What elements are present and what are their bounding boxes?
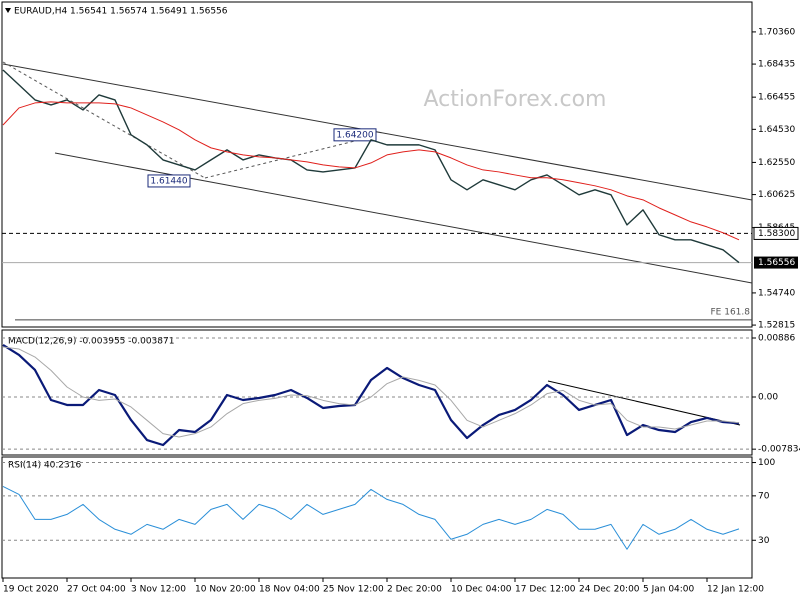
- fib-line: [204, 135, 376, 179]
- watermark: ActionForex.com: [424, 87, 607, 112]
- annotation-box: [147, 174, 191, 188]
- macd-panel: [1, 329, 753, 456]
- fib-line: [2, 61, 206, 179]
- x-tick-label: 27 Oct 04:00: [67, 585, 126, 595]
- y-tick-label: -0.007834: [758, 445, 800, 455]
- channel-upper: [2, 63, 753, 201]
- x-tick-label: 17 Dec 12:00: [515, 585, 576, 595]
- y-tick-label: 0.00886: [758, 333, 795, 343]
- x-tick-label: 18 Nov 04:00: [259, 585, 320, 595]
- y-tick-label: 1.52815: [758, 321, 795, 331]
- y-tick-label: 1.64530: [758, 125, 795, 135]
- x-tick-label: 12 Jan 12:00: [707, 585, 764, 595]
- level-label-box: [753, 226, 799, 240]
- rsi-panel: [1, 456, 753, 579]
- x-tick-label: 10 Nov 20:00: [195, 585, 256, 595]
- y-tick-label: 1.70360: [758, 27, 795, 37]
- annotation-box: [333, 128, 377, 142]
- level-label: 1.58300: [758, 229, 795, 239]
- price-panel: [1, 1, 753, 328]
- y-tick-label: 0.00: [758, 392, 778, 402]
- rsi-title: RSI(14) 40.2316: [8, 461, 81, 471]
- series-line: [2, 101, 740, 241]
- price-title: EURAUD,H4 1.56541 1.56574 1.56491 1.5655…: [14, 7, 228, 17]
- series-line: [2, 485, 740, 550]
- x-tick-label: 10 Dec 04:00: [451, 585, 512, 595]
- y-tick-label: 1.54740: [758, 288, 795, 298]
- series-line: [2, 69, 740, 264]
- annotation-label: 1.61440: [150, 176, 187, 186]
- x-tick-label: 3 Nov 12:00: [131, 585, 186, 595]
- x-tick-label: 19 Oct 2020: [3, 585, 59, 595]
- x-tick-label: 24 Dec 20:00: [579, 585, 640, 595]
- y-tick-label: 1.68435: [758, 60, 795, 70]
- level-label: 1.56556: [758, 258, 795, 268]
- symbol-marker: [5, 8, 11, 13]
- x-tick-label: 5 Jan 04:00: [643, 585, 695, 595]
- x-tick-label: 25 Nov 12:00: [323, 585, 384, 595]
- y-tick-label: 1.66455: [758, 93, 795, 103]
- series-line: [2, 346, 740, 438]
- y-tick-label: 30: [758, 536, 770, 546]
- series-line: [2, 344, 740, 447]
- macd-title: MACD(12,26,9) -0.003955 -0.003871: [8, 337, 174, 347]
- level-label-box: [754, 256, 798, 269]
- y-tick-label: 1.62550: [758, 158, 795, 168]
- y-tick-label: 70: [758, 491, 770, 501]
- x-tick-label: 2 Dec 20:00: [387, 585, 442, 595]
- y-tick-label: 1.60625: [758, 190, 795, 200]
- annotation-label: 1.64200: [336, 130, 373, 140]
- level-label: FE 161.8: [711, 307, 751, 317]
- y-tick-label: 100: [758, 458, 775, 468]
